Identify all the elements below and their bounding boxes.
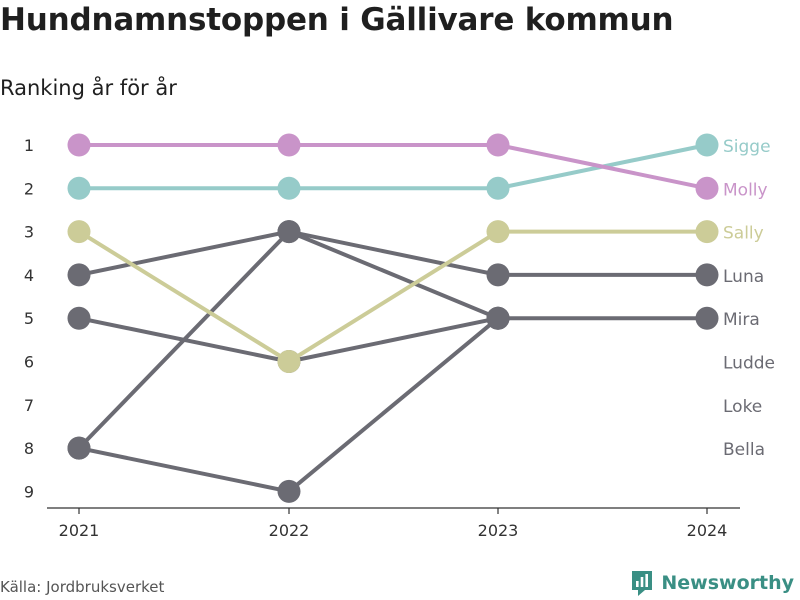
series-line-sally bbox=[77, 229, 707, 364]
brand: Newsworthy bbox=[630, 569, 794, 597]
data-point-molly bbox=[277, 133, 301, 157]
data-point-luna bbox=[695, 263, 719, 287]
data-point-loke bbox=[486, 306, 510, 330]
data-point-sally bbox=[695, 220, 719, 244]
data-point-loke bbox=[277, 479, 301, 503]
data-point-sigge bbox=[486, 176, 510, 200]
data-point-mira bbox=[67, 306, 91, 330]
x-tick-label: 2021 bbox=[59, 521, 100, 540]
series-label-mira: Mira bbox=[723, 310, 760, 330]
source-note: Källa: Jordbruksverket bbox=[0, 578, 165, 596]
x-tick-label: 2023 bbox=[478, 521, 519, 540]
brand-name: Newsworthy bbox=[661, 572, 794, 594]
y-tick-label: 2 bbox=[24, 179, 34, 198]
series-label-luna: Luna bbox=[723, 267, 764, 287]
chart-subtitle: Ranking år för år bbox=[0, 76, 177, 100]
x-tick-label: 2024 bbox=[687, 521, 728, 540]
data-point-sally bbox=[486, 220, 510, 244]
newsworthy-logo-icon bbox=[632, 571, 653, 596]
series-line-ludde bbox=[77, 229, 499, 450]
series-line-sigge bbox=[79, 143, 708, 191]
series-label-molly: Molly bbox=[723, 180, 768, 200]
data-point-loke bbox=[67, 436, 91, 460]
x-tick-label: 2022 bbox=[269, 521, 310, 540]
series-label-sigge: Sigge bbox=[723, 137, 771, 157]
data-point-molly bbox=[486, 133, 510, 157]
y-tick-label: 7 bbox=[24, 396, 34, 415]
series-label-loke: Loke bbox=[723, 397, 762, 417]
y-tick-label: 6 bbox=[24, 353, 34, 372]
series-label-ludde: Ludde bbox=[723, 354, 775, 374]
data-point-sigge bbox=[277, 176, 301, 200]
y-tick-label: 3 bbox=[24, 223, 34, 242]
y-tick-label: 1 bbox=[24, 136, 34, 155]
chart-title: Hundnamnstoppen i Gällivare kommun bbox=[0, 2, 674, 38]
y-tick-label: 9 bbox=[24, 482, 34, 501]
data-point-molly bbox=[695, 176, 719, 200]
y-tick-label: 8 bbox=[24, 439, 34, 458]
data-point-mira bbox=[695, 306, 719, 330]
data-point-ludde bbox=[277, 220, 301, 244]
data-point-luna bbox=[67, 263, 91, 287]
series-label-bella: Bella bbox=[723, 440, 765, 460]
data-point-molly bbox=[67, 133, 91, 157]
data-point-sigge bbox=[67, 176, 91, 200]
data-point-luna bbox=[486, 263, 510, 287]
series-line-luna bbox=[78, 229, 707, 277]
data-point-sally bbox=[67, 220, 91, 244]
series-line-molly bbox=[79, 143, 708, 191]
y-tick-label: 4 bbox=[24, 266, 34, 285]
data-point-sally-half bbox=[277, 350, 289, 373]
series-line-loke bbox=[78, 316, 500, 494]
series-label-sally: Sally bbox=[723, 224, 764, 244]
series-line-mira bbox=[78, 316, 707, 364]
data-point-sigge bbox=[695, 133, 719, 157]
y-tick-label: 5 bbox=[24, 309, 34, 328]
